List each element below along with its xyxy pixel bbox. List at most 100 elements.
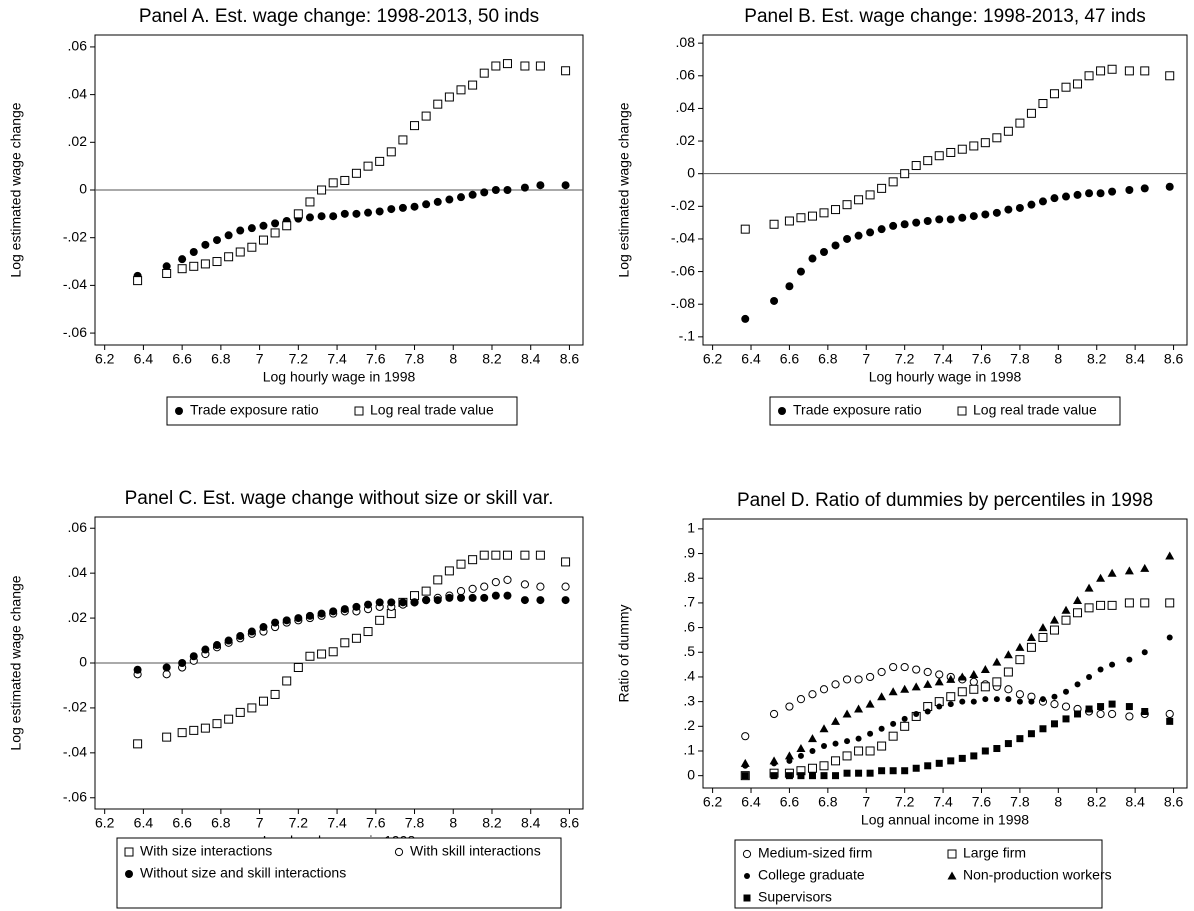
point: [1049, 89, 1059, 99]
point: [819, 724, 829, 733]
point: [340, 605, 349, 614]
point: [844, 738, 851, 745]
point: [457, 193, 465, 202]
point: [1074, 710, 1082, 718]
point: [769, 219, 779, 229]
x-tick-label: 6.8: [818, 794, 838, 810]
point: [900, 169, 910, 179]
y-axis-label: Log estimated wage change: [8, 575, 24, 750]
x-tick-label: 8.6: [1164, 351, 1184, 367]
point: [258, 235, 268, 245]
point: [888, 687, 898, 696]
point: [305, 197, 315, 207]
point: [1061, 82, 1071, 92]
point: [1125, 703, 1133, 711]
point: [293, 662, 303, 672]
x-axis-label: Log annual income in 1998: [861, 812, 1029, 828]
point: [480, 593, 489, 602]
point: [177, 728, 187, 738]
x-tick-label: 8.4: [521, 351, 541, 367]
point: [410, 598, 419, 607]
point: [878, 767, 886, 775]
point: [866, 769, 874, 777]
point: [224, 636, 233, 645]
point: [1107, 64, 1117, 74]
point: [923, 667, 932, 677]
panel: Panel B. Est. wage change: 1998-2013, 47…: [616, 6, 1188, 426]
point: [1027, 730, 1035, 738]
point: [468, 80, 478, 90]
point: [189, 725, 199, 735]
x-tick-label: 6.2: [95, 351, 115, 367]
panel: Panel A. Est. wage change: 1998-2013, 50…: [8, 6, 584, 426]
point: [923, 156, 933, 166]
point: [445, 195, 454, 204]
point: [235, 247, 245, 257]
y-tick-label: .06: [68, 38, 88, 54]
point: [224, 252, 234, 262]
x-tick-label: 7.6: [972, 794, 992, 810]
point: [520, 580, 530, 589]
point: [375, 156, 385, 166]
point: [1063, 688, 1069, 695]
point: [854, 704, 864, 713]
point: [480, 582, 489, 591]
y-tick-label: .02: [68, 133, 88, 149]
x-tick-label: 6.4: [134, 351, 154, 367]
point: [1097, 703, 1105, 711]
point: [1096, 709, 1105, 719]
point: [133, 739, 143, 749]
point: [877, 692, 887, 701]
point: [843, 234, 852, 243]
point: [992, 133, 1002, 143]
point: [1125, 186, 1134, 194]
point: [808, 254, 817, 263]
point: [178, 255, 187, 264]
point: [889, 221, 898, 230]
point: [444, 92, 454, 102]
point: [1165, 598, 1175, 608]
point: [247, 703, 257, 713]
point: [993, 696, 1000, 703]
point: [1074, 681, 1081, 688]
point: [364, 600, 373, 609]
point: [969, 677, 978, 686]
point: [866, 228, 875, 237]
point: [1073, 79, 1083, 89]
point: [935, 215, 944, 224]
y-tick-label: 1: [687, 520, 695, 536]
point: [520, 61, 530, 71]
point: [980, 682, 990, 692]
point: [969, 141, 979, 151]
x-tick-label: 8.2: [482, 815, 502, 831]
x-tick-label: 7.2: [289, 351, 309, 367]
point: [832, 772, 840, 780]
point: [1038, 197, 1047, 206]
plot-frame: [702, 518, 1188, 789]
x-tick-label: 7.4: [933, 794, 953, 810]
x-tick-label: 7.8: [1010, 794, 1030, 810]
x-tick-label: 6.4: [741, 794, 761, 810]
point: [854, 675, 863, 684]
point: [854, 195, 864, 205]
point: [535, 550, 545, 560]
point: [1026, 108, 1036, 118]
point: [1107, 709, 1117, 719]
point: [796, 744, 806, 753]
point: [832, 740, 839, 747]
x-tick-label: 6.2: [95, 815, 115, 831]
point: [282, 221, 292, 231]
legend-marker: [394, 847, 404, 857]
point: [352, 602, 361, 611]
point: [317, 185, 327, 195]
x-tick-label: 6.2: [703, 351, 723, 367]
point: [957, 144, 967, 154]
point: [270, 689, 280, 699]
point: [305, 651, 315, 661]
point: [842, 200, 852, 210]
y-axis-label: Ratio of dummy: [616, 604, 632, 702]
point: [821, 743, 827, 750]
point: [947, 757, 955, 765]
point: [900, 721, 910, 731]
point: [770, 296, 779, 305]
